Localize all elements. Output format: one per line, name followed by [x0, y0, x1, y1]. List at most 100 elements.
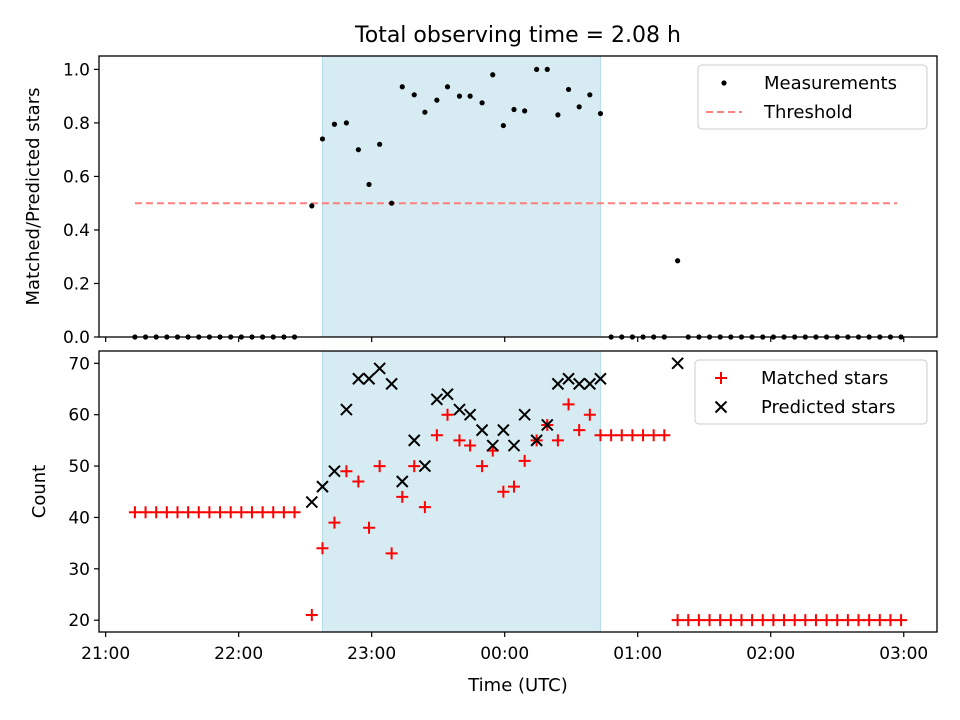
matched-star-point — [756, 614, 769, 627]
legend-box — [694, 359, 928, 425]
measurement-point — [389, 200, 395, 206]
x-tick-label: 23:00 — [347, 644, 396, 664]
matched-star-point — [605, 429, 618, 442]
matched-star-point — [373, 460, 386, 473]
matched-star-point — [583, 408, 596, 421]
matched-star-point — [573, 424, 586, 437]
matched-star-point — [363, 521, 376, 534]
predicted-star-point — [463, 408, 477, 421]
matched-star-point — [647, 429, 660, 442]
matched-star-point — [518, 454, 531, 467]
matched-star-point — [895, 614, 908, 627]
y-tick-label: 40 — [68, 508, 90, 528]
measurement-point — [534, 66, 540, 72]
matched-star-point — [453, 434, 466, 447]
matched-star-point — [128, 506, 141, 519]
matched-star-point — [214, 506, 227, 519]
matched-star-point — [788, 614, 801, 627]
matched-star-point — [637, 429, 650, 442]
matched-star-point — [235, 506, 248, 519]
predicted-star-point — [396, 475, 409, 488]
legend-box — [697, 64, 928, 130]
count-axes: 20 30 40 50 60 70 21:00 22:00 23:00 00:00 01:00 02… — [29, 350, 938, 664]
matched-star-point — [884, 614, 897, 627]
legend-label: Predicted stars — [761, 397, 895, 418]
predicted-star-point — [572, 377, 586, 391]
predicted-star-point — [373, 362, 386, 375]
count-x-ticks: 21:00 22:00 23:00 00:00 01:00 02:00 03:00 — [81, 632, 928, 664]
matched-star-point — [863, 614, 876, 627]
count-plot-marks — [128, 357, 908, 627]
x-tick-label: 03:00 — [879, 644, 928, 664]
matched-star-point — [340, 465, 353, 478]
matched-star-point — [464, 439, 477, 452]
matched-star-point — [508, 480, 521, 493]
measurement-point — [434, 97, 440, 103]
matched-star-point — [841, 614, 854, 627]
measurement-point — [422, 109, 428, 115]
predicted-star-point — [305, 495, 319, 509]
predicted-star-point — [316, 480, 329, 493]
predicted-star-point — [541, 418, 554, 432]
count-legend: Matched stars Predicted stars — [694, 359, 928, 425]
measurement-point — [597, 110, 604, 117]
matched-star-point — [831, 614, 844, 627]
matched-star-point — [767, 614, 780, 627]
matched-star-point — [256, 506, 269, 519]
ratio-axes: 0.0 0.2 0.4 0.6 0.8 1.0 Matched/Predicted sta… — [23, 55, 938, 348]
matched-star-point — [245, 506, 258, 519]
measurement-point — [555, 112, 561, 118]
y-tick-label: 50 — [68, 457, 90, 477]
predicted-star-point — [518, 408, 531, 421]
matched-star-point — [497, 485, 510, 498]
measurement-point — [522, 108, 528, 114]
legend-predicted-marker — [714, 400, 728, 414]
matched-star-point — [820, 614, 833, 627]
measurement-point — [309, 203, 315, 209]
predicted-star-point — [486, 439, 499, 452]
measurement-point — [366, 181, 372, 188]
matched-star-point — [778, 614, 791, 627]
measurement-point — [587, 92, 593, 98]
count-y-ticks: 20 30 40 50 60 70 — [68, 354, 99, 631]
predicted-star-point — [340, 403, 353, 416]
matched-star-point — [476, 460, 489, 473]
matched-star-point — [224, 506, 237, 519]
measurement-point — [490, 72, 496, 78]
measurement-point — [544, 66, 550, 72]
matched-star-point — [746, 614, 759, 627]
x-axis-label: Time (UTC) — [467, 675, 568, 696]
measurement-point — [576, 104, 582, 110]
measurement-point — [444, 84, 451, 90]
observing-window-shade — [321, 350, 601, 633]
predicted-star-point — [497, 423, 510, 437]
count-y-axis-label: Count — [29, 465, 50, 518]
ratio-x-ticks — [105, 337, 905, 342]
matched-star-point — [171, 506, 184, 519]
matched-star-point — [396, 490, 409, 503]
predicted-star-point — [562, 372, 575, 385]
observing-window-shade — [321, 55, 601, 338]
matched-star-point — [615, 429, 628, 442]
matched-star-point — [267, 506, 280, 519]
matched-star-point — [277, 506, 290, 519]
y-tick-label: 60 — [68, 406, 90, 426]
y-tick-label: 0.6 — [63, 167, 90, 187]
x-tick-label: 02:00 — [746, 644, 795, 664]
matched-star-point — [316, 542, 329, 555]
measurement-point — [479, 100, 485, 106]
predicted-star-point — [362, 372, 376, 385]
predicted-star-point — [441, 387, 454, 401]
predicted-star-point — [352, 372, 365, 385]
matched-star-point — [352, 475, 365, 488]
matched-star-point — [551, 434, 564, 447]
matched-star-point — [150, 506, 163, 519]
measurement-point — [355, 147, 361, 153]
matched-star-point — [182, 506, 195, 519]
matched-star-point — [418, 501, 431, 514]
matched-star-point — [408, 460, 421, 473]
y-tick-label: 0.2 — [63, 274, 90, 294]
predicted-star-point — [671, 357, 684, 370]
predicted-star-point — [475, 423, 489, 437]
predicted-star-point — [328, 465, 341, 478]
